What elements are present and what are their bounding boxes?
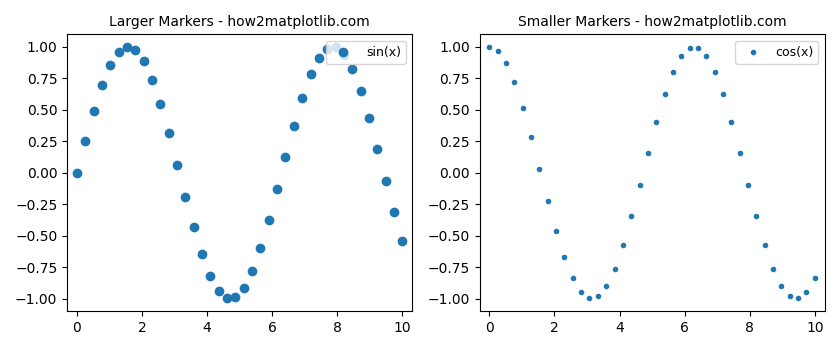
sin(x) (95, 83, 108, 88)
sin(x) (120, 44, 134, 50)
cos(x) (575, 289, 588, 295)
sin(x) (396, 238, 409, 244)
cos(x) (507, 79, 521, 85)
cos(x) (774, 284, 788, 289)
cos(x) (499, 60, 512, 66)
cos(x) (549, 228, 563, 234)
sin(x) (245, 268, 259, 274)
sin(x) (254, 245, 267, 251)
sin(x) (312, 55, 326, 61)
cos(x) (717, 91, 730, 97)
sin(x) (270, 186, 284, 192)
sin(x) (162, 130, 176, 136)
cos(x) (624, 214, 638, 219)
cos(x) (675, 53, 688, 59)
cos(x) (691, 45, 705, 51)
sin(x) (212, 288, 225, 294)
cos(x) (700, 53, 713, 59)
cos(x) (483, 44, 496, 50)
sin(x) (171, 162, 184, 167)
cos(x) (758, 242, 771, 247)
sin(x) (262, 217, 276, 223)
cos(x) (566, 275, 580, 281)
cos(x) (766, 266, 780, 271)
Legend: cos(x): cos(x) (735, 41, 818, 64)
sin(x) (187, 225, 201, 230)
cos(x) (516, 105, 529, 110)
cos(x) (491, 48, 505, 54)
sin(x) (203, 273, 217, 279)
sin(x) (220, 295, 234, 301)
cos(x) (600, 284, 613, 289)
cos(x) (617, 242, 630, 248)
cos(x) (783, 294, 796, 299)
cos(x) (633, 182, 646, 188)
sin(x) (287, 123, 301, 128)
cos(x) (608, 266, 622, 272)
sin(x) (112, 49, 125, 55)
sin(x) (321, 46, 334, 51)
sin(x) (87, 108, 100, 114)
sin(x) (154, 101, 167, 107)
cos(x) (749, 213, 763, 219)
Title: Smaller Markers - how2matplotlib.com: Smaller Markers - how2matplotlib.com (517, 15, 786, 29)
sin(x) (304, 72, 318, 77)
cos(x) (524, 134, 538, 140)
cos(x) (791, 296, 805, 301)
cos(x) (666, 69, 680, 75)
sin(x) (370, 146, 384, 151)
sin(x) (337, 52, 350, 57)
Legend: sin(x): sin(x) (326, 41, 406, 64)
sin(x) (345, 66, 359, 72)
cos(x) (583, 296, 596, 301)
cos(x) (658, 92, 671, 97)
cos(x) (649, 119, 663, 125)
sin(x) (354, 88, 367, 94)
cos(x) (808, 276, 822, 281)
cos(x) (708, 69, 722, 75)
sin(x) (228, 294, 242, 300)
cos(x) (742, 182, 755, 188)
sin(x) (145, 77, 159, 82)
cos(x) (733, 150, 747, 155)
sin(x) (196, 252, 209, 257)
cos(x) (591, 294, 605, 299)
cos(x) (725, 119, 738, 125)
cos(x) (541, 198, 554, 204)
cos(x) (683, 45, 696, 51)
sin(x) (379, 178, 392, 183)
cos(x) (558, 254, 571, 260)
sin(x) (179, 194, 192, 199)
sin(x) (237, 285, 250, 291)
sin(x) (137, 58, 150, 64)
cos(x) (641, 150, 654, 156)
sin(x) (78, 138, 92, 144)
cos(x) (533, 166, 546, 172)
sin(x) (279, 154, 292, 160)
sin(x) (103, 62, 117, 68)
Title: Larger Markers - how2matplotlib.com: Larger Markers - how2matplotlib.com (109, 15, 370, 29)
sin(x) (387, 209, 401, 215)
sin(x) (71, 170, 84, 176)
sin(x) (362, 115, 375, 121)
sin(x) (328, 45, 342, 50)
sin(x) (129, 47, 142, 53)
sin(x) (296, 95, 309, 100)
cos(x) (800, 289, 813, 295)
